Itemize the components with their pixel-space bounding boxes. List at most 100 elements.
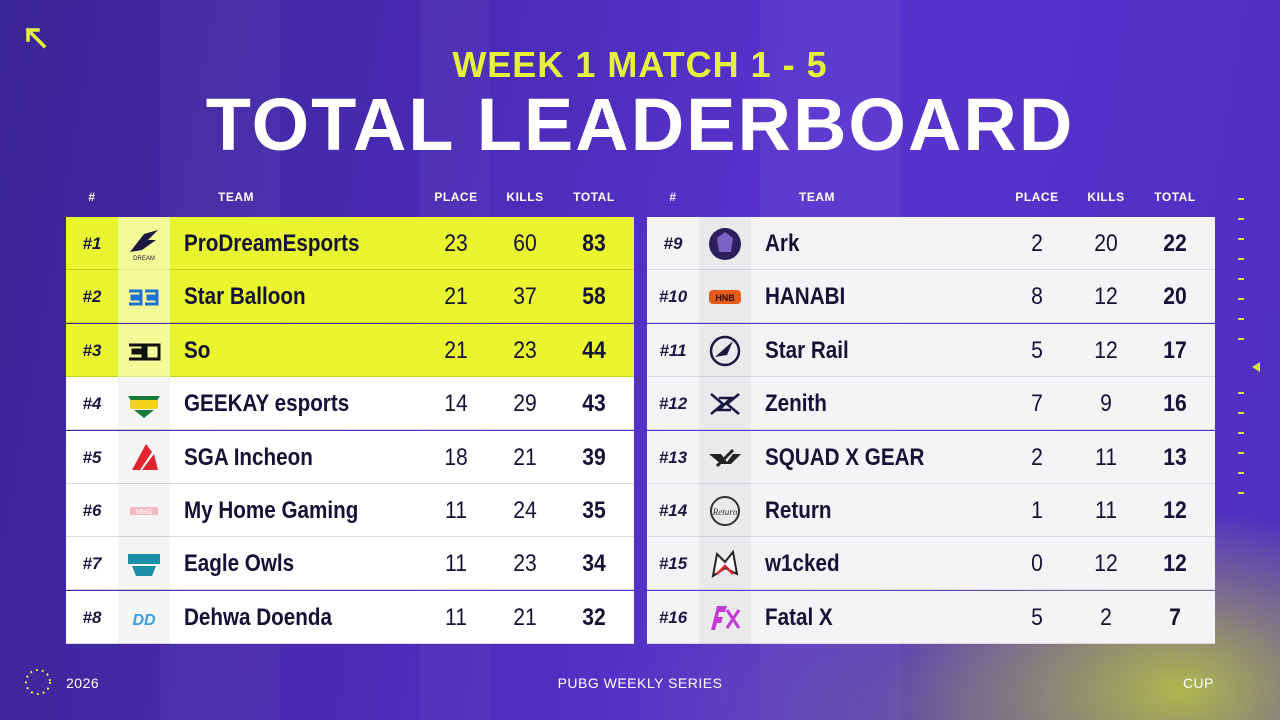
- decorative-dash: [1238, 258, 1244, 260]
- place-points: 11: [445, 497, 467, 524]
- arrow-up-left-icon: [25, 27, 47, 49]
- team-name: Star Balloon: [184, 283, 306, 311]
- team-name: Eagle Owls: [184, 550, 295, 578]
- place-points: 21: [444, 283, 468, 311]
- svg-text:HNB: HNB: [715, 293, 735, 303]
- kill-points: 11: [1095, 443, 1117, 471]
- side-marker-icon: [1252, 362, 1260, 372]
- kill-points: 24: [513, 497, 537, 524]
- footer-series: PUBG WEEKLY SERIES: [557, 675, 723, 691]
- right-column-headers: # TEAM PLACE KILLS TOTAL: [647, 190, 1215, 206]
- rank-cell: #2: [82, 287, 102, 307]
- team-name: w1cked: [765, 550, 840, 578]
- rank-cell: #9: [663, 234, 683, 253]
- total-points: 34: [582, 550, 606, 578]
- svg-text:MHG: MHG: [136, 509, 152, 516]
- team-logo: Return: [699, 484, 751, 537]
- sga-logo-icon: [132, 443, 158, 470]
- left-column-headers: # TEAM PLACE KILLS TOTAL: [66, 190, 634, 206]
- rank-cell: #7: [82, 554, 102, 574]
- star-rail-logo-icon: [709, 335, 741, 367]
- total-points: 39: [582, 443, 606, 471]
- table-row: #15 w1cked 0 12 12: [647, 537, 1215, 591]
- kills-header: KILLS: [1087, 190, 1125, 204]
- place-points: 11: [445, 550, 467, 578]
- dotted-circle-icon: [25, 669, 51, 695]
- table-row: #4 GEEKAY esports 14 29 43: [66, 377, 634, 431]
- decorative-dash: [1238, 412, 1244, 414]
- hanabi-logo-icon: HNB: [709, 290, 741, 305]
- dehwa-doenda-logo-icon: DD: [132, 612, 156, 629]
- kill-points: 12: [1094, 336, 1118, 364]
- team-name: Dehwa Doenda: [184, 603, 332, 631]
- rank-cell: #4: [82, 394, 102, 414]
- leaderboard-left: #1 DREAM ProDreamEsports 23 60 83 #2 Star Ballo…: [66, 217, 634, 644]
- decorative-dash: [1238, 218, 1244, 220]
- footer-year: 2026: [66, 675, 100, 691]
- team-logo: [118, 537, 170, 591]
- team-logo: [699, 323, 751, 377]
- kill-points: 9: [1100, 390, 1112, 418]
- star-balloon-logo-icon: [129, 289, 159, 306]
- team-name: HANABI: [765, 283, 846, 311]
- table-row: #11 Star Rail 5 12 17: [647, 323, 1215, 377]
- rank-cell: #16: [658, 607, 688, 627]
- rank-cell: #5: [82, 447, 102, 467]
- place-points: 21: [444, 336, 468, 364]
- total-points: 17: [1163, 336, 1187, 364]
- table-row: #2 Star Balloon 21 37 58: [66, 270, 634, 324]
- svg-text:DREAM: DREAM: [133, 256, 155, 262]
- place-points: 7: [1031, 390, 1043, 418]
- team-name: So: [184, 336, 211, 364]
- team-name: SGA Incheon: [184, 443, 313, 471]
- total-points: 12: [1163, 550, 1187, 578]
- kill-points: 11: [1095, 497, 1117, 524]
- footer-cup: CUP: [1182, 675, 1214, 691]
- team-logo: [699, 537, 751, 591]
- table-row: #9 Ark 2 20 22: [647, 217, 1215, 270]
- kill-points: 23: [513, 336, 537, 364]
- kill-points: 12: [1094, 283, 1118, 311]
- table-row: #7 Eagle Owls 11 23 34: [66, 537, 634, 591]
- team-logo: DD: [118, 590, 170, 644]
- place-points: 8: [1031, 283, 1043, 311]
- decorative-dash: [1238, 298, 1244, 300]
- decorative-dash: [1238, 338, 1244, 340]
- place-header: PLACE: [1015, 190, 1059, 204]
- total-points: 22: [1163, 230, 1187, 257]
- place-points: 11: [445, 603, 467, 631]
- rank-cell: #12: [658, 394, 688, 414]
- total-points: 83: [582, 230, 606, 257]
- rank-header: #: [88, 190, 96, 204]
- decorative-dash: [1238, 198, 1244, 200]
- place-points: 5: [1031, 336, 1043, 364]
- team-header: TEAM: [218, 190, 254, 204]
- table-row: #6 MHG My Home Gaming 11 24 35: [66, 484, 634, 537]
- kill-points: 12: [1094, 550, 1118, 578]
- team-name: GEEKAY esports: [184, 390, 350, 418]
- page-title: TOTAL LEADERBOARD: [205, 83, 1075, 166]
- team-logo: [118, 377, 170, 431]
- rank-cell: #8: [82, 607, 102, 627]
- place-points: 23: [444, 230, 468, 257]
- fatal-x-logo-icon: [711, 605, 741, 630]
- leaderboard-right: #9 Ark 2 20 22 #10 HNB HANABI 8 12 20 #11 Star Rail 5…: [647, 217, 1215, 644]
- team-name: Star Rail: [765, 336, 849, 364]
- table-row: #12 Zenith 7 9 16: [647, 377, 1215, 431]
- total-header: TOTAL: [573, 190, 615, 204]
- team-logo: [699, 377, 751, 431]
- return-logo-icon: Return: [710, 496, 740, 526]
- team-logo: HNB: [699, 270, 751, 324]
- decorative-dash: [1238, 392, 1244, 394]
- zenith-logo-icon: [710, 393, 740, 416]
- total-points: 44: [582, 336, 606, 364]
- kill-points: 37: [513, 283, 537, 311]
- my-home-gaming-logo-icon: MHG: [130, 507, 158, 516]
- team-name: Return: [765, 497, 832, 524]
- rank-cell: #10: [658, 287, 688, 307]
- table-row: #1 DREAM ProDreamEsports 23 60 83: [66, 217, 634, 270]
- place-header: PLACE: [434, 190, 478, 204]
- table-row: #3 So 21 23 44: [66, 323, 634, 377]
- place-points: 1: [1031, 497, 1043, 524]
- team-logo: [118, 270, 170, 324]
